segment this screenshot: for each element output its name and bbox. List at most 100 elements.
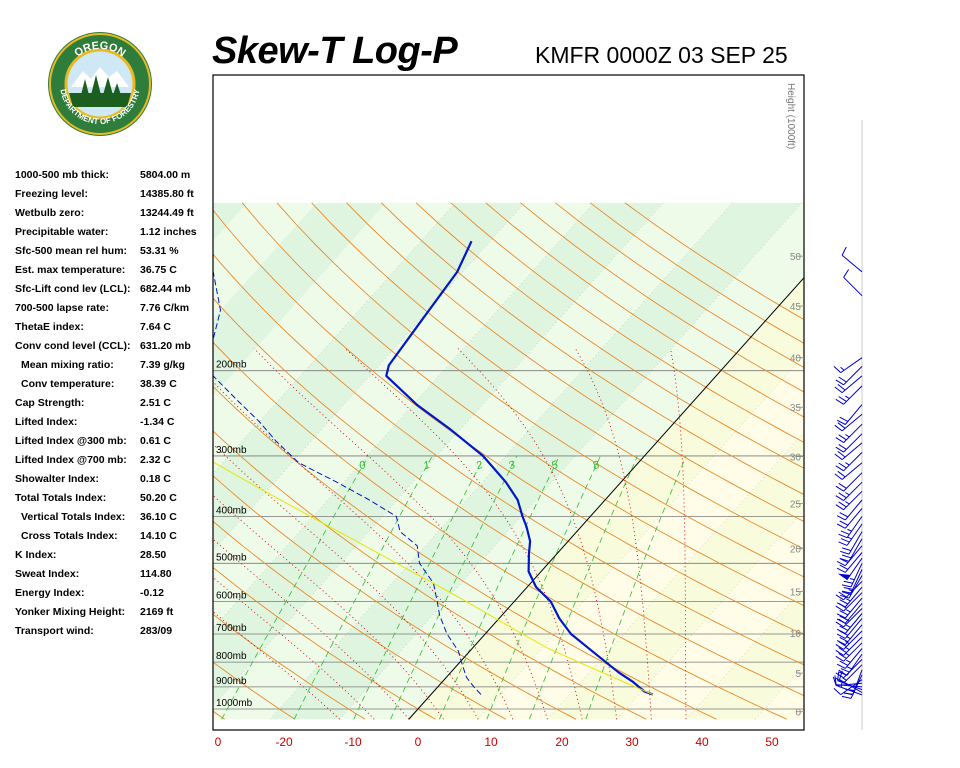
index-label: Freezing level: xyxy=(15,188,88,200)
index-label: Transport wind: xyxy=(15,625,94,637)
index-label: Total Totals Index: xyxy=(15,492,107,504)
wind-barb xyxy=(840,538,863,562)
height-tick-label: 45 xyxy=(790,302,802,313)
wind-barb xyxy=(843,269,863,297)
index-value: 7.76 C/km xyxy=(140,302,190,314)
wind-barb xyxy=(836,586,863,608)
mixing-ratio-label: 1 xyxy=(422,459,432,472)
index-value: 2.51 C xyxy=(140,397,171,409)
index-value: 36.10 C xyxy=(140,511,177,523)
moist-adiabat xyxy=(213,443,479,720)
dry-adiabat xyxy=(213,566,436,720)
index-value: 7.39 g/kg xyxy=(140,359,185,371)
isotherm-band xyxy=(213,202,733,720)
index-value: 50.20 C xyxy=(140,492,177,504)
index-value: -0.12 xyxy=(140,587,164,599)
zero-isotherm xyxy=(408,276,804,720)
moist-adiabat xyxy=(344,348,583,720)
mixing-ratio-label: 8 xyxy=(591,459,602,473)
height-tick-label: 20 xyxy=(790,544,802,555)
isotherm-band xyxy=(478,355,804,720)
wind-barb xyxy=(840,531,863,555)
x-tick-label: 40 xyxy=(695,735,709,749)
index-value: 114.80 xyxy=(140,568,172,580)
wind-barb xyxy=(837,557,863,581)
mixing-ratio-line xyxy=(585,455,687,720)
wind-barb xyxy=(835,636,863,656)
wind-barb xyxy=(836,597,863,619)
wind-barb xyxy=(835,433,863,453)
wind-barb xyxy=(836,624,863,646)
dry-adiabat xyxy=(213,475,577,720)
wind-barb xyxy=(835,664,863,684)
wind-barb xyxy=(834,375,863,393)
wind-barb xyxy=(835,385,863,405)
moist-adiabat xyxy=(670,348,687,720)
mixing-ratio-label: 0 xyxy=(358,459,369,473)
pressure-label: 600mb xyxy=(216,591,247,602)
height-tick-label: 10 xyxy=(790,629,802,640)
mixing-ratio-label: 5 xyxy=(550,459,561,473)
wind-barb xyxy=(834,442,863,460)
isotherm-band xyxy=(616,510,804,720)
dry-adiabat xyxy=(213,613,366,720)
x-tick-label: -20 xyxy=(275,735,293,749)
mixing-ratio-line xyxy=(293,455,433,720)
x-tick-label: 10 xyxy=(484,735,498,749)
index-value: 2.32 C xyxy=(140,454,171,466)
pressure-label: 700mb xyxy=(216,623,247,634)
index-label: Wetbulb zero: xyxy=(15,207,85,219)
wind-barb xyxy=(835,481,863,502)
height-tick-label: 15 xyxy=(790,588,802,599)
wind-barb xyxy=(836,603,863,624)
index-label: Sfc-500 mean rel hum: xyxy=(15,245,128,257)
x-tick-label: 30 xyxy=(625,735,639,749)
pressure-label: 800mb xyxy=(216,651,247,662)
isotherm-band xyxy=(270,202,802,720)
dry-adiabat xyxy=(346,202,804,523)
index-value: 2169 ft xyxy=(140,606,174,618)
isotherm-band xyxy=(547,432,804,720)
index-label: Lifted Index: xyxy=(15,416,78,428)
index-label: Conv temperature: xyxy=(21,378,115,390)
index-value: 1.12 inches xyxy=(140,226,197,238)
mixing-ratio-line xyxy=(486,455,601,720)
mixing-ratio-line xyxy=(221,455,369,720)
wind-barb xyxy=(838,653,863,676)
height-tick-label: 25 xyxy=(790,499,802,510)
index-label: 700-500 lapse rate: xyxy=(15,302,109,314)
moist-adiabat xyxy=(213,576,375,720)
wind-barb xyxy=(835,366,863,386)
mixing-ratio-label: 2 xyxy=(474,459,485,473)
x-tick-label: 20 xyxy=(555,735,569,749)
index-value: 36.75 C xyxy=(140,264,177,276)
wind-barb xyxy=(833,357,863,374)
isotherm-band xyxy=(755,664,804,720)
index-value: 13244.49 ft xyxy=(140,207,194,219)
dry-adiabat xyxy=(213,209,804,636)
wind-barb xyxy=(836,648,863,669)
pressure-label: 300mb xyxy=(216,445,247,456)
isotherm-band xyxy=(339,202,804,720)
wind-barb xyxy=(834,413,863,432)
dry-adiabat xyxy=(213,253,804,666)
index-label: Lifted Index @300 mb: xyxy=(15,435,127,447)
wind-barb xyxy=(840,575,863,599)
index-label: Mean mixing ratio: xyxy=(21,359,114,371)
index-value: -1.34 C xyxy=(140,416,175,428)
index-value: 682.44 mb xyxy=(140,283,191,295)
dewpoint-line xyxy=(213,271,482,695)
temperature-line xyxy=(385,240,654,696)
isotherm-band xyxy=(213,202,248,242)
svg-text:OREGON: OREGON xyxy=(72,40,127,60)
mixing-ratio-label: 3 xyxy=(507,459,518,473)
wind-barb xyxy=(834,462,863,480)
index-label: Cross Totals Index: xyxy=(21,530,118,542)
wind-barb xyxy=(835,423,863,444)
pressure-label: 900mb xyxy=(216,676,247,687)
index-value: 38.39 C xyxy=(140,378,177,390)
height-tick-label: 50 xyxy=(790,252,802,263)
height-tick-label: 30 xyxy=(790,453,802,464)
index-label: Precipitable water: xyxy=(15,226,109,238)
